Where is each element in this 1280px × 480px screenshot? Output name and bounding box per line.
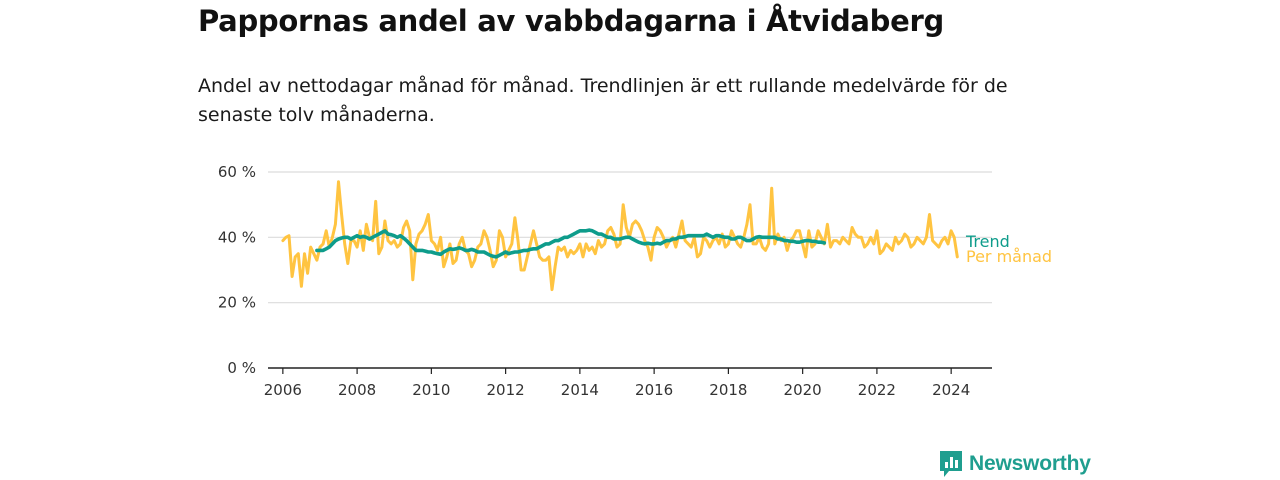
x-tick-label: 2008 bbox=[338, 381, 376, 399]
x-tick-label: 2016 bbox=[635, 381, 673, 399]
legend-monthly-label: Per månad bbox=[966, 247, 1052, 266]
newsworthy-brand[interactable]: Newsworthy bbox=[940, 450, 1091, 478]
x-tick-label: 2020 bbox=[784, 381, 822, 399]
newsworthy-logo-icon bbox=[940, 451, 962, 477]
x-tick-label: 2010 bbox=[412, 381, 450, 399]
x-axis: 2006 2008 2010 2012 2014 2016 2018 2020 2022 2024 bbox=[264, 367, 992, 399]
x-tick-label: 2014 bbox=[561, 381, 599, 399]
x-tick-label: 2022 bbox=[858, 381, 896, 399]
line-chart: 0 % 20 % 40 % 60 % 2006 2008 2010 2012 2014 2016… bbox=[218, 163, 1052, 399]
chart-subtitle: Andel av nettodagar månad för månad. Tre… bbox=[198, 75, 1008, 126]
trend-line bbox=[315, 228, 827, 259]
legend-trend-label: Trend bbox=[965, 232, 1010, 251]
series-lines bbox=[281, 180, 959, 292]
monthly-line bbox=[281, 180, 959, 292]
x-tick-label: 2006 bbox=[264, 381, 302, 399]
y-axis-tick-labels: 0 % 20 % 40 % 60 % bbox=[218, 163, 256, 377]
brand-name: Newsworthy bbox=[969, 452, 1091, 475]
y-tick-label: 20 % bbox=[218, 294, 256, 312]
y-tick-label: 0 % bbox=[227, 359, 256, 377]
y-tick-label: 60 % bbox=[218, 163, 256, 181]
chart-title: Pappornas andel av vabbdagarna i Åtvidab… bbox=[198, 4, 944, 38]
y-tick-label: 40 % bbox=[218, 228, 256, 246]
x-tick-label: 2018 bbox=[709, 381, 747, 399]
x-tick-label: 2024 bbox=[932, 381, 970, 399]
x-tick-label: 2012 bbox=[487, 381, 525, 399]
